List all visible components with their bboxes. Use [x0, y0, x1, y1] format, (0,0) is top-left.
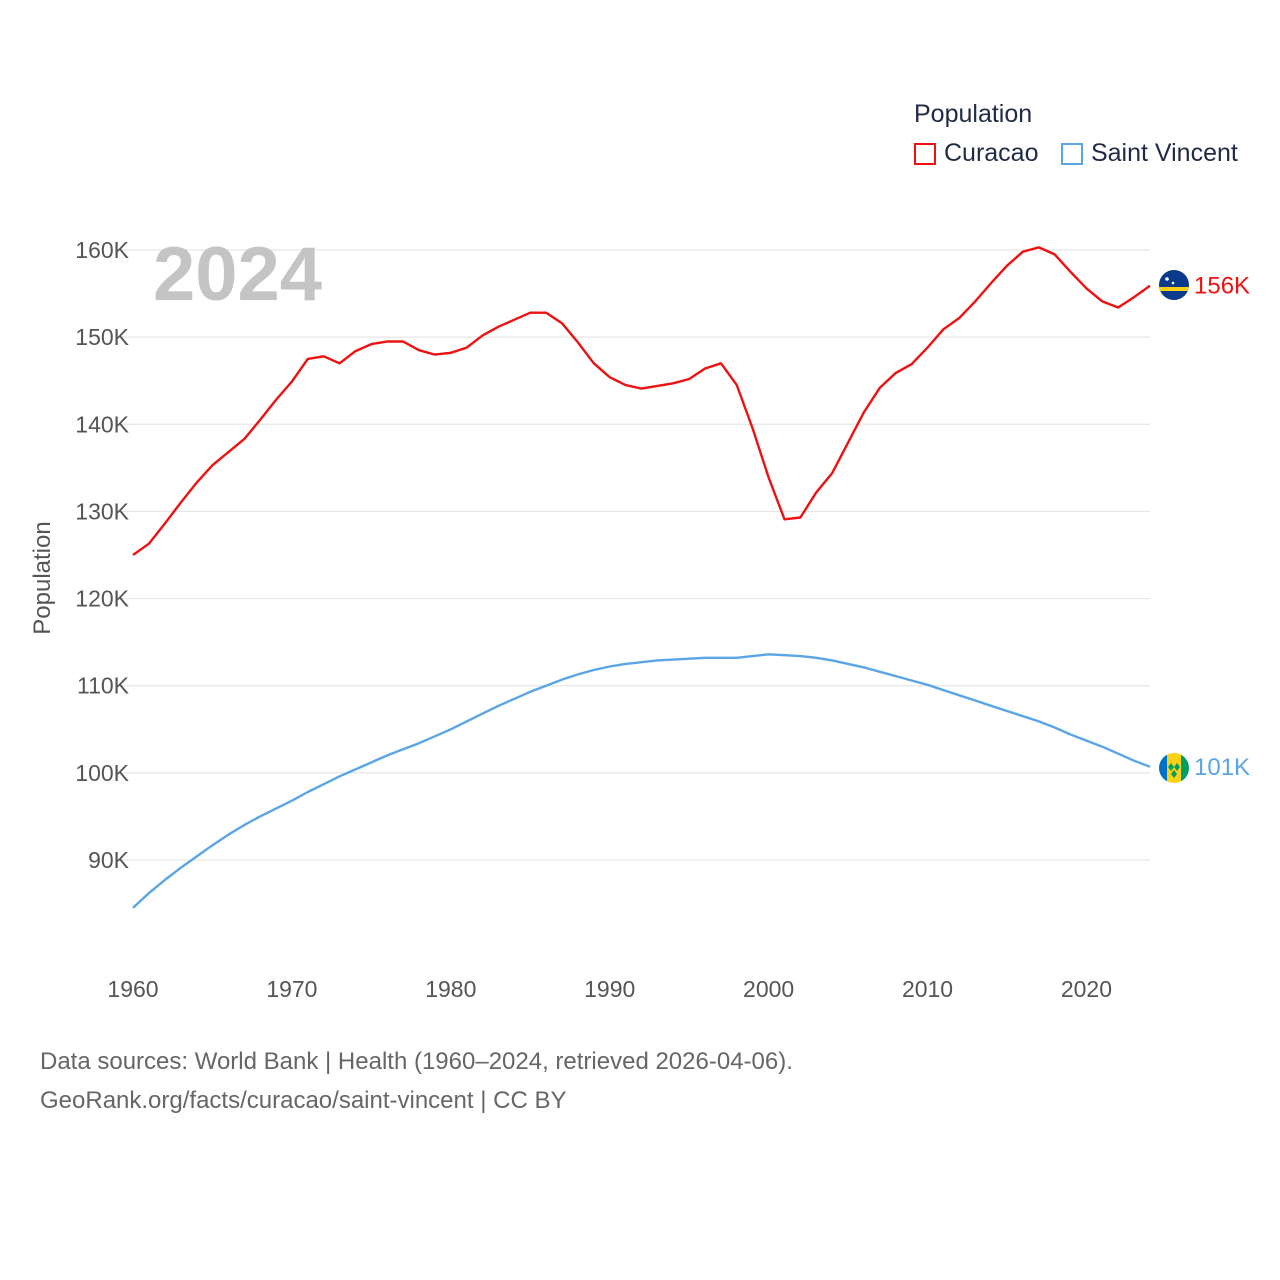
end-value-label-saint-vincent: 101K	[1194, 754, 1250, 781]
x-axis-ticks: 1960 1970 1980 1990 2000 2010 2020	[107, 976, 1112, 1002]
legend-item-saint-vincent[interactable]: Saint Vincent	[1060, 139, 1238, 168]
legend-item-curacao[interactable]: Curacao	[914, 139, 1039, 168]
y-tick-label: 160K	[75, 237, 129, 263]
x-tick-label: 1960	[107, 976, 158, 1002]
sources-line-1: Data sources: World Bank | Health (1960–…	[40, 1048, 793, 1075]
end-value-label-curacao: 156K	[1194, 273, 1250, 300]
y-tick-label: 140K	[75, 411, 129, 437]
series-line-saint-vincent	[132, 653, 1151, 909]
y-tick-label: 90K	[88, 847, 130, 873]
data-sources: Data sources: World Bank | Health (1960–…	[40, 1042, 793, 1120]
legend-swatch-curacao	[914, 142, 936, 165]
x-tick-label: 2010	[902, 976, 953, 1002]
legend-label-saint-vincent: Saint Vincent	[1090, 139, 1238, 167]
y-tick-label: 130K	[75, 498, 129, 524]
sources-line-2[interactable]: GeoRank.org/facts/curacao/saint-vincent …	[40, 1087, 567, 1114]
legend-label-curacao: Curacao	[944, 139, 1039, 167]
y-tick-label: 110K	[77, 673, 130, 699]
x-tick-label: 2020	[1061, 976, 1112, 1002]
x-tick-label: 1970	[266, 976, 317, 1002]
legend: Population Curacao Saint Vincent	[914, 100, 1256, 170]
legend-swatch-saint-vincent	[1060, 142, 1083, 165]
y-tick-label: 100K	[75, 760, 129, 786]
gridlines	[120, 249, 1150, 861]
y-axis-label: Population	[29, 521, 56, 634]
y-axis-ticks: 90K 100K 110K 120K 130K 140K 150K 160K	[75, 237, 129, 873]
year-label: 2024	[153, 232, 322, 317]
series-lines	[132, 246, 1151, 909]
curacao-flag-icon	[1159, 270, 1189, 300]
y-tick-label: 150K	[75, 324, 129, 350]
series-line-curacao	[132, 246, 1151, 556]
legend-title: Population	[914, 100, 1033, 128]
x-tick-label: 1990	[584, 976, 635, 1002]
x-tick-label: 1980	[425, 976, 476, 1002]
y-tick-label: 120K	[75, 586, 129, 612]
saint-vincent-flag-icon	[1159, 753, 1189, 783]
x-tick-label: 2000	[743, 976, 794, 1002]
